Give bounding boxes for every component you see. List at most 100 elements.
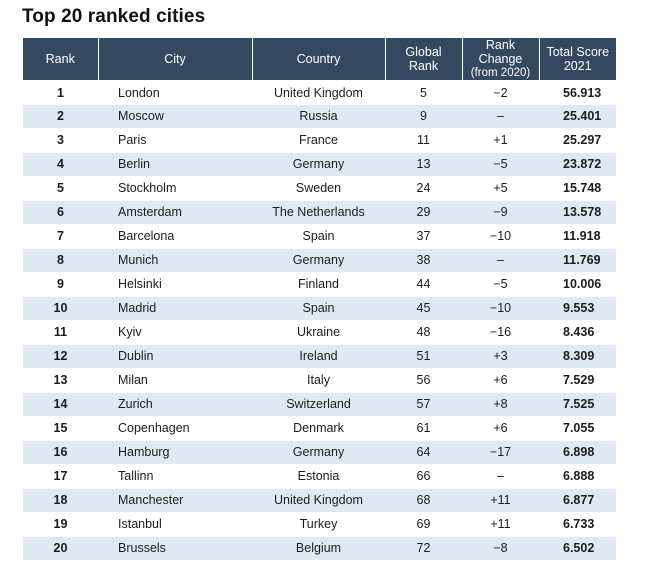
global-rank-cell: 51 <box>385 344 462 369</box>
header-rank: Rank <box>23 38 98 80</box>
total-score-cell: 6.898 <box>539 440 616 465</box>
rank-change-cell: −8 <box>462 536 539 561</box>
rank-cell: 18 <box>23 488 98 513</box>
city-cell: Copenhagen <box>98 416 252 441</box>
country-cell: Spain <box>252 296 385 321</box>
city-cell: Berlin <box>98 152 252 177</box>
total-score-cell: 8.436 <box>539 320 616 345</box>
global-rank-cell: 72 <box>385 536 462 561</box>
table-row: 1 London United Kingdom 5 −2 56.913 <box>23 80 616 105</box>
table-row: 19 Istanbul Turkey 69 +11 6.733 <box>23 512 616 537</box>
rank-change-cell: – <box>462 104 539 129</box>
rank-change-cell: +8 <box>462 392 539 417</box>
rank-change-cell: −2 <box>462 80 539 105</box>
country-cell: Spain <box>252 224 385 249</box>
rank-cell: 14 <box>23 392 98 417</box>
global-rank-cell: 69 <box>385 512 462 537</box>
rank-cell: 1 <box>23 80 98 105</box>
rank-cell: 7 <box>23 224 98 249</box>
header-total-line2: 2021 <box>563 59 592 73</box>
total-score-cell: 8.309 <box>539 344 616 369</box>
header-rank-change: Rank Change (from 2020) <box>461 38 539 80</box>
table-row: 9 Helsinki Finland 44 −5 10.006 <box>23 272 616 297</box>
table-row: 2 Moscow Russia 9–25.401 <box>23 104 616 129</box>
rank-cell: 9 <box>23 272 98 297</box>
rank-change-cell: −5 <box>462 152 539 177</box>
global-rank-cell: 45 <box>385 296 462 321</box>
table-row: 5 Stockholm Sweden 24 +5 15.748 <box>23 176 616 201</box>
global-rank-cell: 56 <box>385 368 462 393</box>
total-score-cell: 13.578 <box>539 200 616 225</box>
rankings-table: Rank City Country Global Rank Rank Chang… <box>23 38 616 561</box>
city-cell: Helsinki <box>98 272 252 297</box>
global-rank-cell: 66 <box>385 464 462 489</box>
total-score-cell: 6.888 <box>539 464 616 489</box>
global-rank-cell: 29 <box>385 200 462 225</box>
city-cell: Brussels <box>98 536 252 561</box>
country-cell: Sweden <box>252 176 385 201</box>
country-cell: Russia <box>252 104 385 129</box>
rank-change-cell: +11 <box>462 512 539 537</box>
country-cell: Belgium <box>252 536 385 561</box>
rank-cell: 3 <box>23 128 98 153</box>
city-cell: Milan <box>98 368 252 393</box>
city-cell: Manchester <box>98 488 252 513</box>
rank-cell: 5 <box>23 176 98 201</box>
rank-change-cell: +6 <box>462 368 539 393</box>
total-score-cell: 9.553 <box>539 296 616 321</box>
global-rank-cell: 37 <box>385 224 462 249</box>
rank-cell: 19 <box>23 512 98 537</box>
city-cell: Moscow <box>98 104 252 129</box>
city-cell: Zurich <box>98 392 252 417</box>
rank-cell: 17 <box>23 464 98 489</box>
total-score-cell: 7.055 <box>539 416 616 441</box>
total-score-cell: 6.877 <box>539 488 616 513</box>
total-score-cell: 23.872 <box>539 152 616 177</box>
table-row: 11 Kyiv Ukraine 48 −16 8.436 <box>23 320 616 345</box>
header-global-line2: Rank <box>408 59 439 73</box>
total-score-cell: 25.401 <box>539 104 616 129</box>
table-row: 14 Zurich Switzerland 57 +8 7.525 <box>23 392 616 417</box>
table-row: 6 Amsterdam The Netherlands 29 −9 13.578 <box>23 200 616 225</box>
global-rank-cell: 68 <box>385 488 462 513</box>
country-cell: Germany <box>252 440 385 465</box>
header-global-rank: Global Rank <box>384 38 462 80</box>
rank-change-cell: +3 <box>462 344 539 369</box>
rank-change-cell: – <box>462 248 539 273</box>
city-cell: Stockholm <box>98 176 252 201</box>
header-global-line1: Global <box>405 45 442 59</box>
rank-change-cell: +11 <box>462 488 539 513</box>
total-score-cell: 11.769 <box>539 248 616 273</box>
city-cell: Dublin <box>98 344 252 369</box>
rank-change-cell: −10 <box>462 224 539 249</box>
total-score-cell: 7.525 <box>539 392 616 417</box>
rank-change-cell: −16 <box>462 320 539 345</box>
global-rank-cell: 24 <box>385 176 462 201</box>
table-row: 20 Brussels Belgium 72 −8 6.502 <box>23 536 616 561</box>
page-title: Top 20 ranked cities <box>22 6 206 27</box>
country-cell: The Netherlands <box>252 200 385 225</box>
header-city: City <box>97 38 252 80</box>
total-score-cell: 10.006 <box>539 272 616 297</box>
table-row: 3 Paris France 11 +1 25.297 <box>23 128 616 153</box>
country-cell: Finland <box>252 272 385 297</box>
rank-change-cell: – <box>462 464 539 489</box>
global-rank-cell: 64 <box>385 440 462 465</box>
global-rank-cell: 5 <box>385 80 462 105</box>
header-total-line1: Total Score <box>546 45 610 59</box>
rank-change-cell: −5 <box>462 272 539 297</box>
table-header-row: Rank City Country Global Rank Rank Chang… <box>23 38 616 80</box>
city-cell: Madrid <box>98 296 252 321</box>
country-cell: United Kingdom <box>252 80 385 105</box>
city-cell: London <box>98 80 252 105</box>
table-row: 17 Tallinn Estonia 66–6.888 <box>23 464 616 489</box>
rank-cell: 4 <box>23 152 98 177</box>
rank-cell: 20 <box>23 536 98 561</box>
rank-change-cell: −10 <box>462 296 539 321</box>
global-rank-cell: 13 <box>385 152 462 177</box>
table-row: 18 Manchester United Kingdom 68 +11 6.877 <box>23 488 616 513</box>
country-cell: Germany <box>252 152 385 177</box>
table-row: 10 Madrid Spain 45 −10 9.553 <box>23 296 616 321</box>
city-cell: Paris <box>98 128 252 153</box>
header-change-line2: (from 2020) <box>470 67 531 79</box>
